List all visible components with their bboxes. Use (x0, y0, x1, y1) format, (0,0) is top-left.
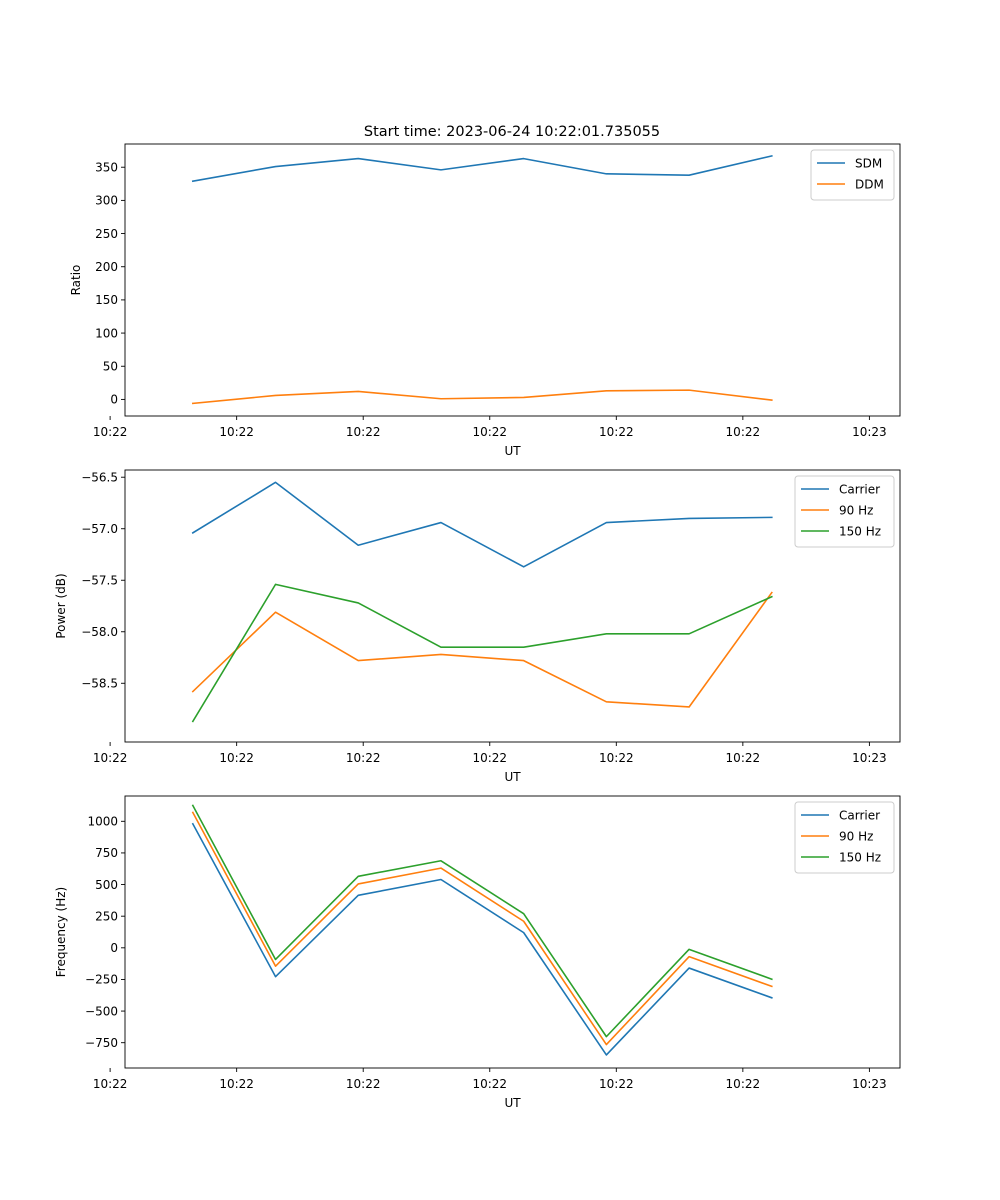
y-tick-label: 500 (95, 878, 118, 892)
legend-label: 90 Hz (839, 830, 873, 844)
x-tick-label: 10:22 (472, 751, 507, 765)
y-tick-label: −56.5 (81, 471, 118, 485)
y-tick-label: 0 (110, 941, 118, 955)
legend-label: Carrier (839, 809, 880, 823)
legend: SDM DDM (810, 149, 895, 201)
y-axis-label: Power (dB) (54, 573, 68, 638)
y-axis-label: Frequency (Hz) (54, 887, 68, 978)
series-line-90-hz (191, 811, 773, 1046)
y-tick-label: −58.5 (81, 677, 118, 691)
legend: Carrier 90 Hz 150 Hz (794, 801, 895, 874)
x-tick-label: 10:23 (852, 751, 887, 765)
y-tick-label: −500 (85, 1004, 118, 1018)
y-tick-label: 100 (95, 326, 118, 340)
legend-label: 90 Hz (839, 504, 873, 518)
series-line-ddm (191, 389, 773, 405)
series-line-150-hz (191, 583, 773, 723)
y-tick-label: 250 (95, 227, 118, 241)
y-axis-label: Ratio (69, 265, 83, 296)
panel-frequency: 10:22 10:22 10:22 10:22 10:22 10:22 10:23 −750 −… (54, 795, 901, 1110)
x-tick-label: 10:22 (219, 425, 254, 439)
y-tick-label: 750 (95, 846, 118, 860)
panel-power: 10:22 10:22 10:22 10:22 10:22 10:22 10:23 −58.5… (54, 469, 901, 784)
y-tick-label: 250 (95, 909, 118, 923)
x-tick-label: 10:22 (599, 751, 634, 765)
y-tick-label: 200 (95, 260, 118, 274)
legend-box (794, 475, 895, 548)
x-tick-label: 10:22 (472, 425, 507, 439)
x-tick-label: 10:22 (599, 425, 634, 439)
y-tick-label: 50 (103, 360, 118, 374)
panel-ratio: 10:22 10:22 10:22 10:22 10:22 10:22 10:23 0 50 10… (69, 143, 901, 458)
figure-title: Start time: 2023-06-24 10:22:01.735055 (364, 124, 660, 140)
x-tick-label: 10:22 (599, 1077, 634, 1091)
x-tick-label: 10:22 (346, 425, 381, 439)
plot-frame (124, 795, 901, 1069)
series-line-90-hz (191, 591, 773, 708)
legend-box (794, 801, 895, 874)
y-tick-label: −250 (85, 973, 118, 987)
x-tick-label: 10:22 (93, 751, 128, 765)
legend-label: 150 Hz (839, 851, 881, 865)
x-tick-label: 10:22 (726, 751, 761, 765)
x-tick-label: 10:22 (93, 1077, 128, 1091)
x-tick-label: 10:22 (219, 1077, 254, 1091)
y-tick-label: 350 (95, 161, 118, 175)
plot-frame (124, 143, 901, 417)
x-tick-label: 10:23 (852, 1077, 887, 1091)
plot-frame (124, 469, 901, 743)
y-tick-label: −57.5 (81, 574, 118, 588)
x-axis-label: UT (504, 444, 521, 458)
y-tick-label: −58.0 (81, 625, 118, 639)
y-tick-label: −57.0 (81, 522, 118, 536)
legend-label: DDM (855, 178, 884, 192)
legend-label: 150 Hz (839, 525, 881, 539)
x-axis-label: UT (504, 770, 521, 784)
y-tick-label: 1000 (87, 815, 118, 829)
x-tick-label: 10:22 (93, 425, 128, 439)
x-tick-label: 10:22 (346, 751, 381, 765)
y-tick-label: −750 (85, 1036, 118, 1050)
legend: Carrier 90 Hz 150 Hz (794, 475, 895, 548)
series-line-sdm (191, 154, 773, 183)
y-tick-label: 0 (110, 393, 118, 407)
series-line-150-hz (191, 804, 773, 1038)
legend-label: Carrier (839, 483, 880, 497)
x-tick-label: 10:22 (346, 1077, 381, 1091)
y-tick-label: 150 (95, 293, 118, 307)
y-tick-label: 300 (95, 194, 118, 208)
x-tick-label: 10:22 (726, 425, 761, 439)
chart-panels: 10:22 10:22 10:22 10:22 10:22 10:22 10:23 0 50 10… (54, 143, 901, 1110)
series-line-carrier (191, 481, 773, 568)
legend-label: SDM (855, 157, 882, 171)
x-tick-label: 10:23 (852, 425, 887, 439)
x-tick-label: 10:22 (472, 1077, 507, 1091)
x-tick-label: 10:22 (726, 1077, 761, 1091)
x-tick-label: 10:22 (219, 751, 254, 765)
x-axis-label: UT (504, 1096, 521, 1110)
series-line-carrier (191, 822, 773, 1056)
